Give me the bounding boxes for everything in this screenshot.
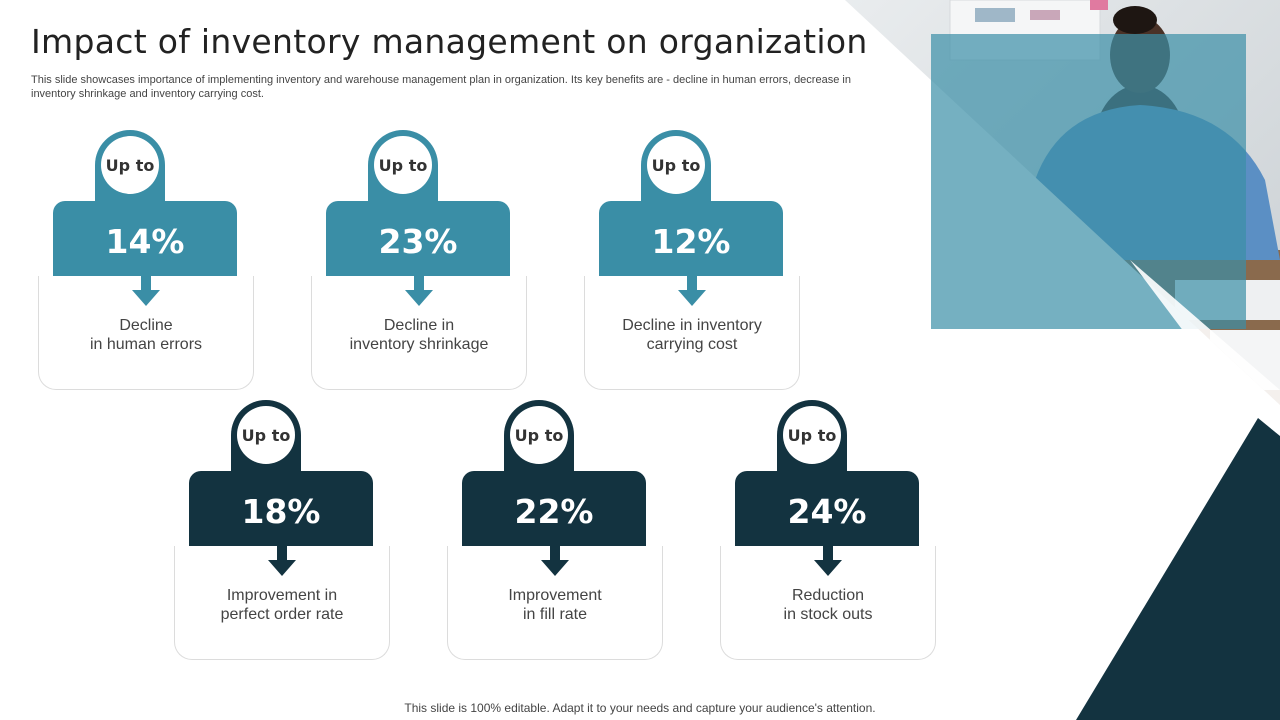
card-label: Improvement in fill rate [508, 587, 602, 623]
card-band [189, 471, 373, 551]
up-to-badge: Up to [237, 406, 295, 464]
card-band [53, 201, 237, 281]
arrow-down-icon [268, 546, 296, 576]
footer-note: This slide is 100% editable. Adapt it to… [404, 701, 876, 715]
card-band [326, 201, 510, 281]
stat-card-perfect-order-rate: Up to 18% Improvement in perfect order r… [174, 400, 390, 660]
card-band [735, 471, 919, 551]
card-band [599, 201, 783, 281]
card-label: Reduction in stock outs [783, 587, 873, 623]
arrow-down-icon [814, 546, 842, 576]
card-percent: 24% [787, 491, 867, 531]
stat-card-inventory-shrinkage: Up to 23% Decline in inventory shrinkage [311, 130, 527, 390]
page-title: Impact of inventory management on organi… [31, 22, 868, 61]
card-label: Decline in human errors [89, 317, 203, 353]
card-percent: 23% [378, 221, 458, 261]
card-label: Decline in inventory carrying cost [622, 317, 762, 353]
up-to-badge: Up to [647, 136, 705, 194]
arrow-down-icon [132, 276, 160, 306]
up-to-badge: Up to [374, 136, 432, 194]
stat-card-human-errors: Up to 14% Decline in human errors [38, 130, 254, 390]
up-to-badge: Up to [783, 406, 841, 464]
arrow-down-icon [678, 276, 706, 306]
office-photo [845, 0, 1280, 405]
card-band [462, 471, 646, 551]
stat-card-stock-outs: Up to 24% Reduction in stock outs [720, 400, 936, 660]
arrow-down-icon [541, 546, 569, 576]
card-label: Decline in inventory shrinkage [349, 317, 489, 353]
page-subtitle: This slide showcases importance of imple… [31, 74, 851, 100]
teal-overlay [931, 34, 1246, 329]
card-percent: 18% [241, 491, 321, 531]
stat-card-carrying-cost: Up to 12% Decline in inventory carrying … [584, 130, 800, 390]
card-percent: 22% [514, 491, 594, 531]
card-percent: 14% [105, 221, 185, 261]
up-to-badge: Up to [510, 406, 568, 464]
card-percent: 12% [651, 221, 731, 261]
stat-card-fill-rate: Up to 22% Improvement in fill rate [447, 400, 663, 660]
up-to-badge: Up to [101, 136, 159, 194]
navy-corner-shape [1076, 418, 1280, 720]
card-label: Improvement in perfect order rate [220, 587, 344, 623]
arrow-down-icon [405, 276, 433, 306]
